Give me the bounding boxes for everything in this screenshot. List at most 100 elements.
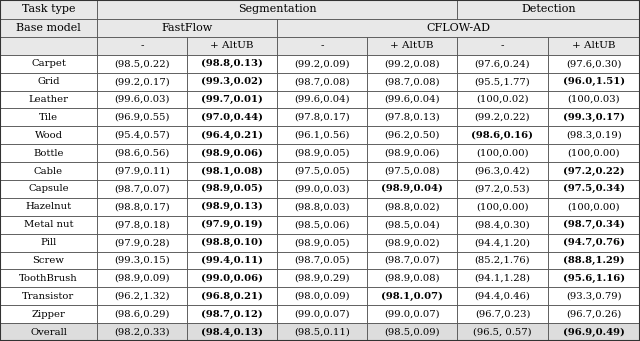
Bar — [367, 287, 457, 305]
Bar — [367, 73, 457, 90]
Bar — [457, 144, 548, 162]
Bar — [187, 180, 277, 198]
Bar — [277, 37, 367, 55]
Bar — [548, 305, 640, 323]
Bar — [457, 108, 548, 126]
Bar — [548, 198, 640, 216]
Bar — [367, 90, 457, 108]
Bar — [0, 180, 97, 198]
Bar — [367, 305, 457, 323]
Bar — [277, 252, 367, 269]
Bar — [0, 126, 97, 144]
Text: (96.9,0.55): (96.9,0.55) — [115, 113, 170, 122]
Bar — [0, 234, 97, 252]
Bar — [457, 90, 548, 108]
Bar — [277, 108, 367, 126]
Bar — [0, 252, 97, 269]
Bar — [367, 144, 457, 162]
Bar — [0, 269, 97, 287]
Text: (94.7,0.76): (94.7,0.76) — [563, 238, 625, 247]
Text: (98.6,0.16): (98.6,0.16) — [472, 131, 534, 140]
Bar — [277, 234, 367, 252]
Bar — [457, 126, 548, 144]
Bar — [187, 198, 277, 216]
Text: + AltUB: + AltUB — [211, 41, 253, 50]
Bar — [97, 37, 187, 55]
Bar — [0, 144, 97, 162]
Bar — [187, 305, 277, 323]
Text: (88.8,1.29): (88.8,1.29) — [563, 256, 625, 265]
Text: Carpet: Carpet — [31, 59, 66, 68]
Bar — [97, 287, 187, 305]
Text: FastFlow: FastFlow — [161, 23, 212, 33]
Bar — [0, 198, 97, 216]
Bar — [367, 126, 457, 144]
Bar — [457, 198, 548, 216]
Text: (97.9,0.19): (97.9,0.19) — [201, 220, 263, 229]
Bar — [457, 144, 548, 162]
Bar — [367, 55, 457, 73]
Text: (98.8,0.03): (98.8,0.03) — [294, 202, 350, 211]
Bar — [0, 323, 97, 341]
Text: (95.6,1.16): (95.6,1.16) — [563, 274, 625, 283]
Bar — [0, 90, 97, 108]
Text: (99.4,0.11): (99.4,0.11) — [201, 256, 263, 265]
Bar — [457, 55, 548, 73]
Bar — [0, 162, 97, 180]
Bar — [97, 323, 187, 341]
Bar — [457, 37, 548, 55]
Text: (99.6,0.04): (99.6,0.04) — [384, 95, 440, 104]
Text: (98.5,0.09): (98.5,0.09) — [384, 328, 440, 337]
Bar — [0, 108, 97, 126]
Text: -: - — [320, 41, 324, 50]
Bar — [367, 252, 457, 269]
Bar — [367, 90, 457, 108]
Bar — [187, 252, 277, 269]
Bar — [97, 234, 187, 252]
Bar — [457, 234, 548, 252]
Bar — [457, 198, 548, 216]
Text: Tile: Tile — [39, 113, 58, 122]
Text: (98.9,0.06): (98.9,0.06) — [201, 149, 263, 158]
Bar — [187, 269, 277, 287]
Text: (98.3,0.19): (98.3,0.19) — [566, 131, 622, 140]
Bar — [548, 162, 640, 180]
Bar — [457, 305, 548, 323]
Bar — [548, 108, 640, 126]
Bar — [548, 287, 640, 305]
Bar — [277, 287, 367, 305]
Text: (98.7,0.12): (98.7,0.12) — [201, 310, 263, 319]
Bar — [277, 323, 367, 341]
Bar — [277, 216, 367, 234]
Text: (99.2,0.22): (99.2,0.22) — [475, 113, 531, 122]
Bar — [548, 269, 640, 287]
Bar — [548, 73, 640, 90]
Bar — [0, 180, 97, 198]
Text: (94.1,1.28): (94.1,1.28) — [474, 274, 531, 283]
Text: Transistor: Transistor — [22, 292, 75, 301]
Bar — [548, 323, 640, 341]
Bar — [97, 305, 187, 323]
Bar — [277, 55, 367, 73]
Text: (99.6,0.04): (99.6,0.04) — [294, 95, 350, 104]
Bar — [367, 162, 457, 180]
Text: Pill: Pill — [40, 238, 56, 247]
Bar — [0, 305, 97, 323]
Bar — [187, 252, 277, 269]
Text: (97.9,0.28): (97.9,0.28) — [114, 238, 170, 247]
Bar — [97, 305, 187, 323]
Text: (96.1,0.56): (96.1,0.56) — [294, 131, 349, 140]
Bar — [0, 73, 97, 90]
Bar — [277, 144, 367, 162]
Text: (98.5,0.04): (98.5,0.04) — [384, 220, 440, 229]
Bar — [187, 216, 277, 234]
Text: -: - — [140, 41, 144, 50]
Text: (99.0,0.07): (99.0,0.07) — [294, 310, 350, 318]
Bar — [548, 144, 640, 162]
Bar — [548, 198, 640, 216]
Bar — [97, 37, 187, 55]
Text: Capsule: Capsule — [28, 184, 69, 193]
Bar — [548, 234, 640, 252]
Bar — [187, 305, 277, 323]
Text: (98.8,0.13): (98.8,0.13) — [201, 59, 263, 68]
